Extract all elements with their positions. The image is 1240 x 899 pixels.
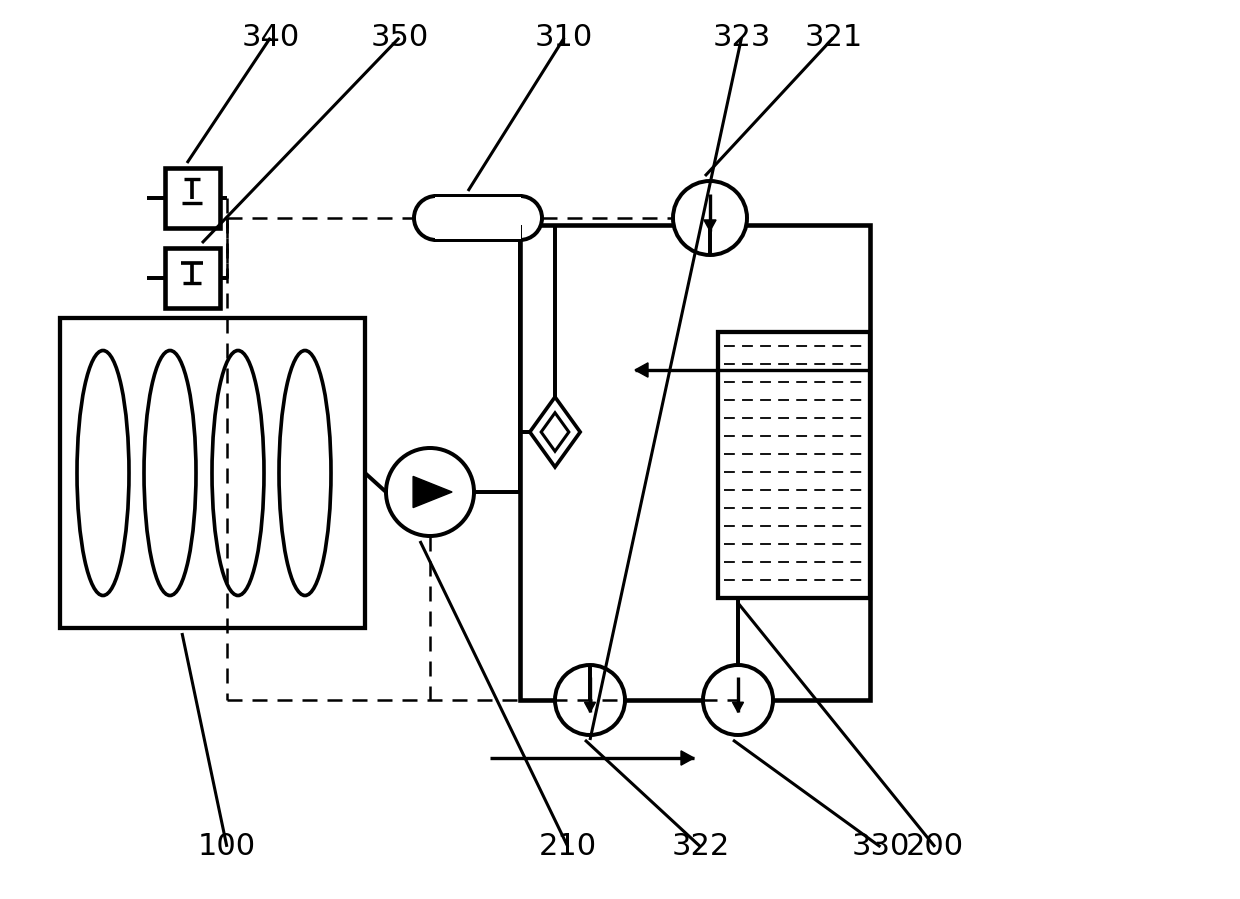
Ellipse shape <box>414 196 458 240</box>
Polygon shape <box>541 413 569 451</box>
Text: 350: 350 <box>371 23 428 52</box>
Circle shape <box>703 665 773 735</box>
Bar <box>435 197 521 239</box>
Polygon shape <box>584 702 595 712</box>
Polygon shape <box>704 220 715 231</box>
Polygon shape <box>733 702 744 712</box>
Circle shape <box>556 665 625 735</box>
Bar <box>165 168 219 228</box>
Polygon shape <box>681 751 694 765</box>
Polygon shape <box>635 363 649 378</box>
Ellipse shape <box>498 196 542 240</box>
Text: 321: 321 <box>805 23 862 52</box>
Ellipse shape <box>144 351 196 595</box>
Text: 340: 340 <box>242 23 299 52</box>
Bar <box>60 318 365 628</box>
Ellipse shape <box>77 351 129 595</box>
Text: 330: 330 <box>851 832 910 861</box>
Circle shape <box>673 181 746 255</box>
Text: 200: 200 <box>906 832 963 861</box>
Polygon shape <box>413 476 453 508</box>
Bar <box>520 225 870 700</box>
Bar <box>165 248 219 308</box>
Polygon shape <box>529 397 580 467</box>
Text: 210: 210 <box>539 832 596 861</box>
Ellipse shape <box>279 351 331 595</box>
Ellipse shape <box>212 351 264 595</box>
Text: 100: 100 <box>198 832 255 861</box>
Bar <box>718 332 870 598</box>
Text: 310: 310 <box>536 23 593 52</box>
Circle shape <box>386 448 474 536</box>
Text: 323: 323 <box>712 23 771 52</box>
Text: 322: 322 <box>672 832 729 861</box>
Bar <box>436 196 520 240</box>
